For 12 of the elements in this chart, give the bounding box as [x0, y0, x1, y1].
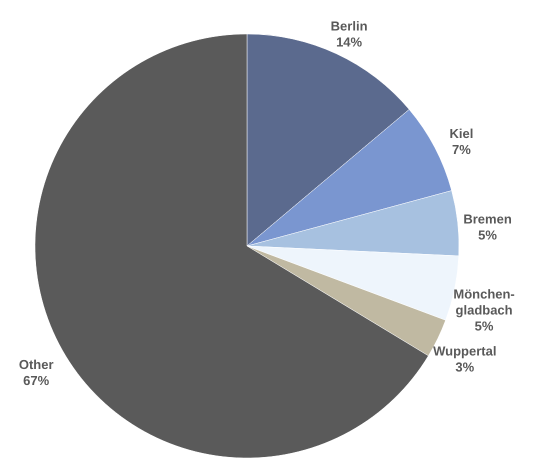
data-label: 5%: [478, 228, 498, 243]
data-label: 67%: [23, 372, 50, 388]
data-label: 7%: [452, 142, 472, 157]
data-label: 3%: [455, 359, 475, 374]
data-label: 14%: [336, 34, 363, 50]
slice-label: Kiel: [449, 126, 474, 141]
slice-label: Bremen: [463, 212, 512, 227]
slice-label: Other: [18, 356, 54, 372]
slice-label: Berlin: [330, 18, 368, 34]
slice-label: Wuppertal: [433, 343, 496, 358]
slice-label: Mönchen-gladbach: [453, 286, 515, 318]
data-label: 5%: [474, 318, 494, 334]
